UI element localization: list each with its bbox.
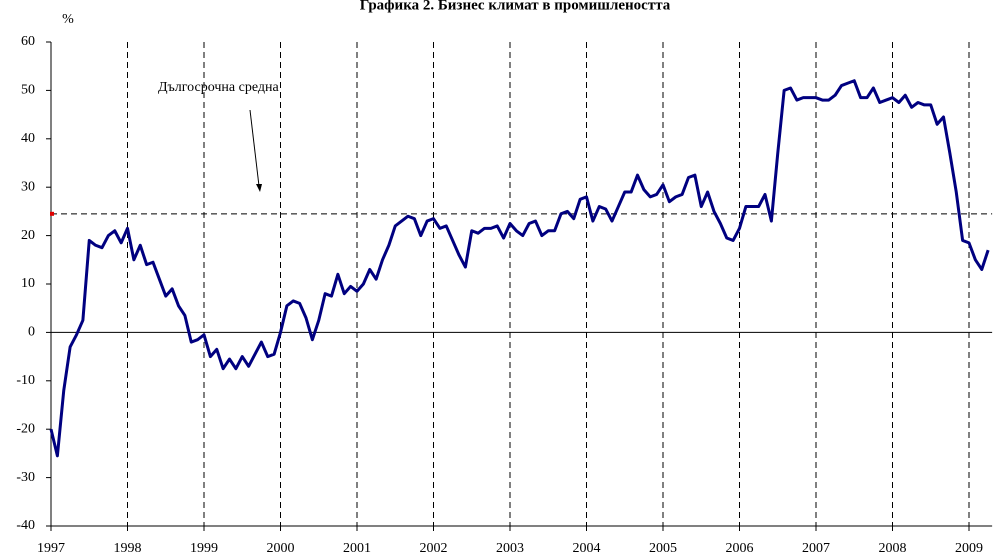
y-tick-label: -10 xyxy=(16,373,35,388)
y-tick-label: -30 xyxy=(16,470,35,485)
chart-title: Графика 2. Бизнес климат в промишленостт… xyxy=(360,0,671,13)
y-tick-label: 60 xyxy=(21,34,35,49)
y-tick-label: 40 xyxy=(21,131,35,146)
y-tick-label: 50 xyxy=(21,83,35,98)
y-axis-label: % xyxy=(62,12,74,27)
reference-marker xyxy=(50,211,54,216)
x-tick-label: 2004 xyxy=(573,541,601,556)
x-tick-label: 1998 xyxy=(114,541,142,556)
x-tick-label: 2005 xyxy=(649,541,677,556)
x-tick-label: 2007 xyxy=(802,541,830,556)
annotation: Дългосрочна средна xyxy=(158,80,279,95)
x-tick-label: 2006 xyxy=(726,541,754,556)
y-tick-label: 10 xyxy=(21,276,35,291)
y-tick-label: -40 xyxy=(16,518,35,533)
y-tick-label: -20 xyxy=(16,421,35,436)
x-tick-label: 2001 xyxy=(343,541,371,556)
x-tick-label: 2009 xyxy=(955,541,983,556)
arrow-head xyxy=(256,184,262,192)
x-tick-label: 2002 xyxy=(420,541,448,556)
x-tick-label: 2000 xyxy=(267,541,295,556)
x-tick-label: 1999 xyxy=(190,541,218,556)
data-line xyxy=(49,79,990,458)
x-tick-label: 2008 xyxy=(879,541,907,556)
y-tick-label: 20 xyxy=(21,228,35,243)
x-tick-label: 1997 xyxy=(37,541,65,556)
annotation-arrow xyxy=(249,109,260,187)
x-tick-label: 2003 xyxy=(496,541,524,556)
y-tick-label: 30 xyxy=(21,179,35,194)
y-tick-label: 0 xyxy=(28,325,35,340)
